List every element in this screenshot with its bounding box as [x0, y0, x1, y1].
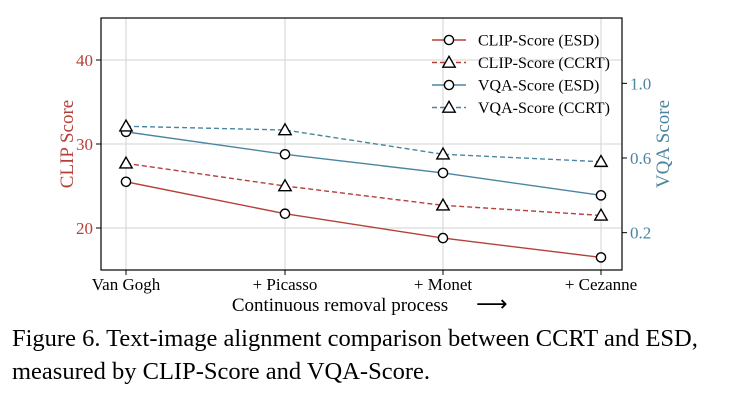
x-tick-label: + Cezanne: [565, 275, 637, 294]
x-tick-label: + Picasso: [253, 275, 318, 294]
series-0: [120, 176, 607, 263]
x-tick-label: Van Gogh: [92, 275, 161, 294]
y-left-tick-label: 30: [76, 135, 93, 154]
data-point-0-1: [279, 208, 291, 220]
data-point-1-3: [593, 207, 609, 221]
x-axis-arrow-icon: ⟶: [476, 292, 508, 317]
series-layer: [118, 118, 609, 263]
series-line-0: [125, 181, 602, 259]
x-tick-label: + Monet: [414, 275, 472, 294]
legend-marker-3: [441, 99, 457, 113]
data-point-3-0: [118, 118, 134, 132]
x-axis-label: Continuous removal process: [232, 295, 448, 316]
data-point-0-3: [595, 252, 607, 263]
legend-entry-0: CLIP-Score (ESD): [478, 33, 599, 50]
y-left-tick-label: 40: [76, 51, 93, 70]
data-point-1-1: [277, 178, 293, 192]
series-line-1: [125, 162, 602, 217]
data-point-3-1: [277, 122, 293, 136]
data-point-1-2: [435, 197, 451, 211]
series-3: [118, 118, 609, 168]
legend-marker-0: [443, 34, 455, 46]
series-1: [118, 155, 609, 221]
axes: 20 30 40 0.2 0.6 1.0 Van Gogh + Picasso + Monet +…: [76, 17, 651, 294]
legend-entry-1: CLIP-Score (CCRT): [478, 55, 610, 72]
data-point-0-2: [437, 232, 449, 244]
series-line-2: [125, 131, 602, 197]
data-point-2-1: [279, 148, 291, 160]
legend-entry-2: VQA-Score (ESD): [478, 78, 599, 95]
grid-lines: [101, 18, 622, 270]
series-2: [120, 126, 607, 201]
y-right-tick-label: 1.0: [630, 74, 651, 93]
legend-marker-1: [441, 54, 457, 68]
y-left-tick-label: 20: [76, 219, 93, 238]
y-axis-left-label: CLIP Score: [57, 100, 78, 188]
data-point-0-0: [120, 176, 132, 188]
figure-caption: Figure 6. Text-image alignment compariso…: [12, 325, 698, 385]
data-point-1-0: [118, 155, 134, 169]
y-right-tick-label: 0.2: [630, 224, 651, 243]
line-chart: 20 30 40 0.2 0.6 1.0 Van Gogh + Picasso + Monet +…: [57, 17, 674, 317]
data-point-2-3: [595, 190, 607, 201]
legend: CLIP-Score (ESD) CLIP-Score (CCRT) VQA-Sco…: [432, 33, 610, 117]
legend-marker-2: [443, 79, 455, 91]
y-right-tick-label: 0.6: [630, 149, 651, 168]
data-point-2-2: [437, 167, 449, 179]
data-point-3-3: [593, 154, 609, 168]
y-axis-right-label: VQA Score: [653, 100, 674, 188]
legend-entry-3: VQA-Score (CCRT): [478, 100, 610, 117]
data-point-3-2: [435, 146, 451, 160]
